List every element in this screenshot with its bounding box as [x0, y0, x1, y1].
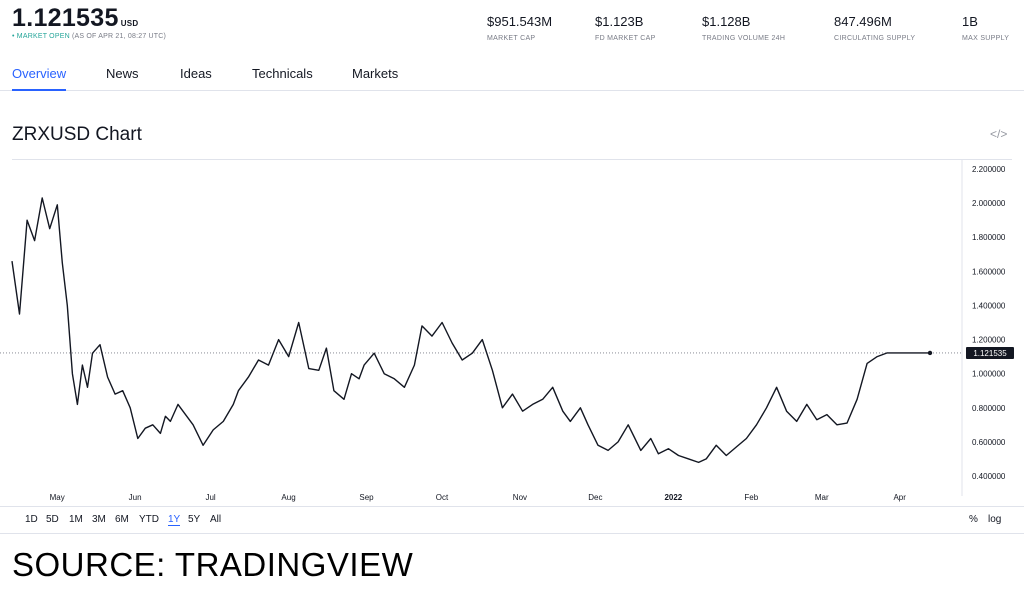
y-tick-label: 0.800000: [972, 404, 1006, 413]
x-tick-label: Jun: [129, 493, 142, 502]
market-status: • MARKET OPEN (AS OF APR 21, 08:27 UTC): [12, 33, 166, 40]
tab-news[interactable]: News: [106, 66, 139, 81]
x-tick-label: Nov: [513, 493, 527, 502]
stat-max-supply: 1B MAX SUPPLY: [962, 14, 1009, 42]
x-tick-label: Sep: [359, 493, 374, 502]
price-chart[interactable]: 2.200000 2.000000 1.800000 1.600000 1.400000…: [0, 160, 1024, 506]
stat-value: 847.496M: [834, 14, 892, 29]
y-tick-label: 2.000000: [972, 199, 1006, 208]
source-caption: SOURCE: TRADINGVIEW: [12, 546, 414, 583]
range-6m-button[interactable]: 6M: [115, 514, 129, 525]
header: 1.121535 USD • MARKET OPEN (AS OF APR 21,…: [0, 0, 1024, 50]
tab-technicals[interactable]: Technicals: [252, 66, 313, 81]
range-1d-button[interactable]: 1D: [25, 514, 38, 525]
stat-label: TRADING VOLUME 24H: [702, 35, 786, 42]
range-3m-button[interactable]: 3M: [92, 514, 106, 525]
last-price-label: 1.121535: [973, 349, 1007, 358]
y-tick-label: 0.600000: [972, 438, 1006, 447]
stat-label: MARKET CAP: [487, 35, 536, 42]
market-status-time: (AS OF APR 21, 08:27 UTC): [71, 33, 167, 40]
chart-title: ZRXUSD Chart: [12, 124, 142, 145]
stat-label: FD MARKET CAP: [595, 35, 656, 42]
price-series-line[interactable]: [11, 197, 930, 464]
range-1m-button[interactable]: 1M: [69, 514, 83, 525]
x-tick-label: Mar: [815, 493, 829, 502]
tab-ideas[interactable]: Ideas: [180, 66, 212, 81]
range-bar: 1D 5D 1M 3M 6M YTD 1Y 5Y All % log: [0, 506, 1024, 534]
stat-value: $1.128B: [702, 14, 751, 29]
range-ytd-button[interactable]: YTD: [139, 514, 159, 525]
x-tick-label: Apr: [893, 493, 906, 502]
last-price-tag: [966, 346, 1014, 359]
stat-value: 1B: [962, 14, 978, 29]
tab-overview[interactable]: Overview: [12, 66, 67, 91]
stat-value: $951.543M: [487, 14, 553, 29]
x-tick-label: Aug: [281, 493, 295, 502]
x-tick-label: 2022: [664, 493, 682, 502]
range-5y-button[interactable]: 5Y: [188, 514, 201, 525]
x-tick-label: Feb: [744, 493, 758, 502]
market-open-label: • MARKET OPEN: [12, 33, 70, 40]
price: 1.121535 USD: [12, 4, 139, 32]
y-tick-label: 0.400000: [972, 472, 1006, 481]
y-tick-label: 1.800000: [972, 233, 1006, 242]
stat-trading-volume: $1.128B TRADING VOLUME 24H: [702, 14, 785, 42]
code-icon[interactable]: </>: [990, 127, 1008, 141]
y-tick-label: 1.400000: [972, 301, 1006, 310]
x-tick-label: Jul: [205, 493, 215, 502]
stat-fd-market-cap: $1.123B FD MARKET CAP: [595, 14, 656, 42]
stat-market-cap: $951.543M MARKET CAP: [487, 14, 552, 42]
x-tick-label: Oct: [436, 493, 449, 502]
range-1y-button[interactable]: 1Y: [168, 514, 181, 526]
divider: [12, 159, 1012, 160]
y-tick-label: 2.200000: [972, 165, 1006, 174]
stat-label: MAX SUPPLY: [962, 35, 1010, 42]
y-tick-label: 1.200000: [972, 336, 1006, 345]
tab-bar: Overview News Ideas Technicals Markets: [0, 62, 1024, 91]
x-tick-label: May: [50, 493, 65, 502]
y-tick-label: 1.000000: [972, 370, 1006, 379]
y-tick-label: 1.600000: [972, 267, 1006, 276]
stat-label: CIRCULATING SUPPLY: [834, 35, 916, 42]
last-price-point: [927, 350, 933, 356]
log-scale-button[interactable]: log: [988, 514, 1002, 525]
x-tick-label: Dec: [588, 493, 602, 502]
tab-markets[interactable]: Markets: [352, 66, 399, 81]
stat-value: $1.123B: [595, 14, 644, 29]
stat-circulating-supply: 847.496M CIRCULATING SUPPLY: [834, 14, 915, 42]
percent-scale-button[interactable]: %: [969, 514, 978, 525]
range-5d-button[interactable]: 5D: [46, 514, 59, 525]
range-all-button[interactable]: All: [210, 514, 222, 525]
currency-label: USD: [120, 19, 139, 28]
